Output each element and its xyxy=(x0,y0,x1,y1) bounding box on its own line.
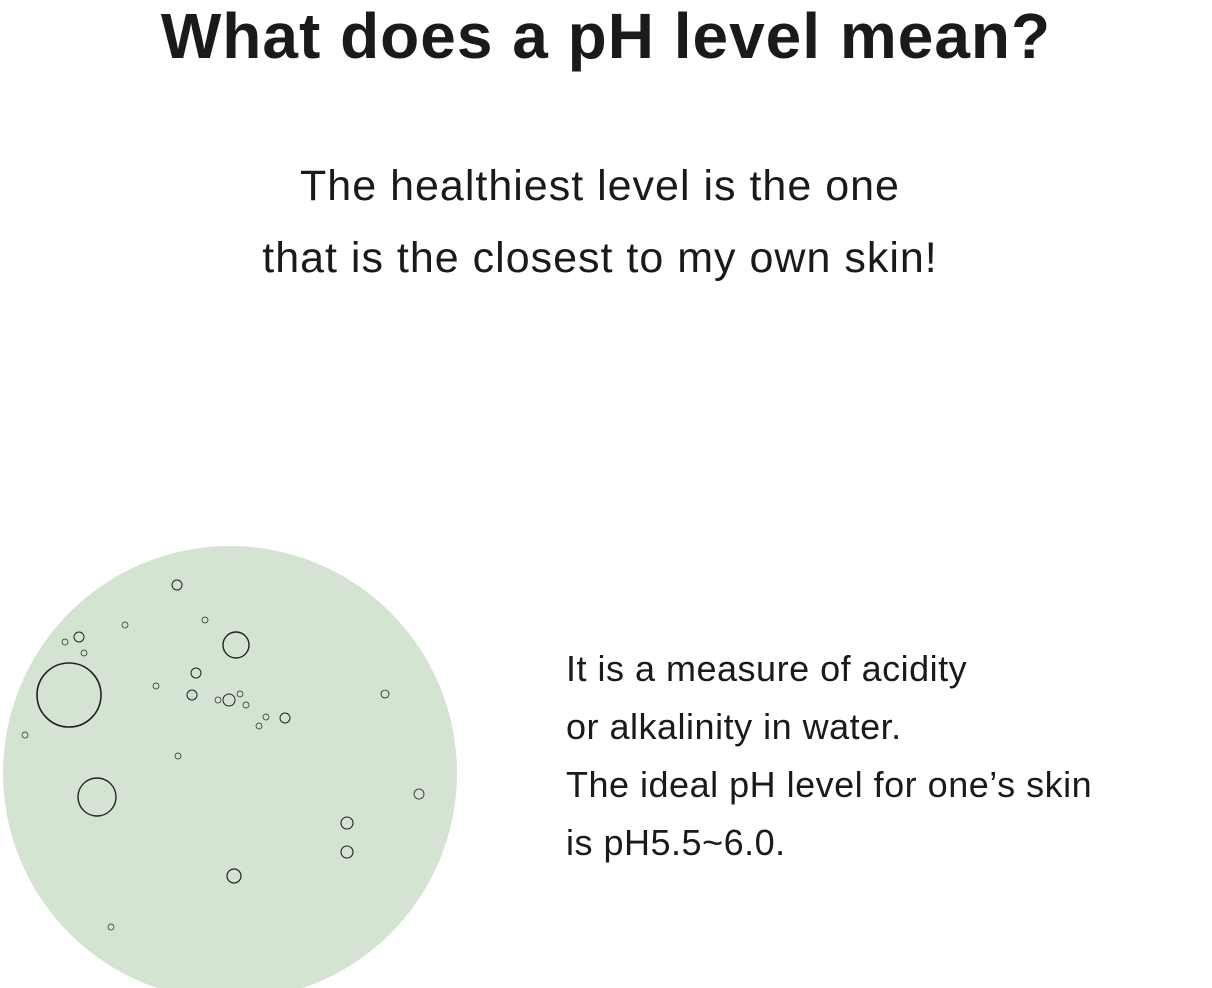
bubble xyxy=(174,752,182,760)
bubble xyxy=(262,713,270,721)
bubble xyxy=(121,621,129,629)
bubble xyxy=(201,616,209,624)
bubble xyxy=(21,731,29,739)
green-circle xyxy=(3,546,457,988)
bubble xyxy=(77,777,117,817)
bubble xyxy=(61,638,69,646)
bubble xyxy=(340,845,354,859)
bubble xyxy=(279,712,291,724)
description-line: is pH5.5~6.0. xyxy=(566,822,786,863)
bubble xyxy=(107,923,115,931)
bubble xyxy=(413,788,425,800)
bubbles xyxy=(21,579,425,931)
description-line: The ideal pH level for one’s skin xyxy=(566,764,1093,805)
subtitle-line: that is the closest to my own skin! xyxy=(262,234,938,282)
bubble xyxy=(171,579,183,591)
bubble xyxy=(186,689,198,701)
description-line: or alkalinity in water. xyxy=(566,706,902,747)
bubble xyxy=(190,667,202,679)
bubble xyxy=(236,690,244,698)
description: It is a measure of acidity or alkalinity… xyxy=(566,640,1092,872)
page-title: What does a pH level mean? xyxy=(160,0,1052,72)
bubble xyxy=(226,868,242,884)
bubble xyxy=(73,631,85,643)
bubble xyxy=(80,649,88,657)
bubble xyxy=(152,682,160,690)
bubble xyxy=(255,722,263,730)
bubble xyxy=(222,631,250,659)
subtitle-line: The healthiest level is the one xyxy=(300,162,900,210)
bubble xyxy=(214,696,222,704)
bubble xyxy=(380,689,390,699)
description-line: It is a measure of acidity xyxy=(566,648,968,689)
water-bubbles-image xyxy=(3,546,457,988)
bubble xyxy=(340,816,354,830)
bubble xyxy=(242,701,250,709)
subtitle: The healthiest level is the one that is … xyxy=(0,150,1200,294)
bubble xyxy=(222,693,236,707)
bubble xyxy=(36,662,102,728)
